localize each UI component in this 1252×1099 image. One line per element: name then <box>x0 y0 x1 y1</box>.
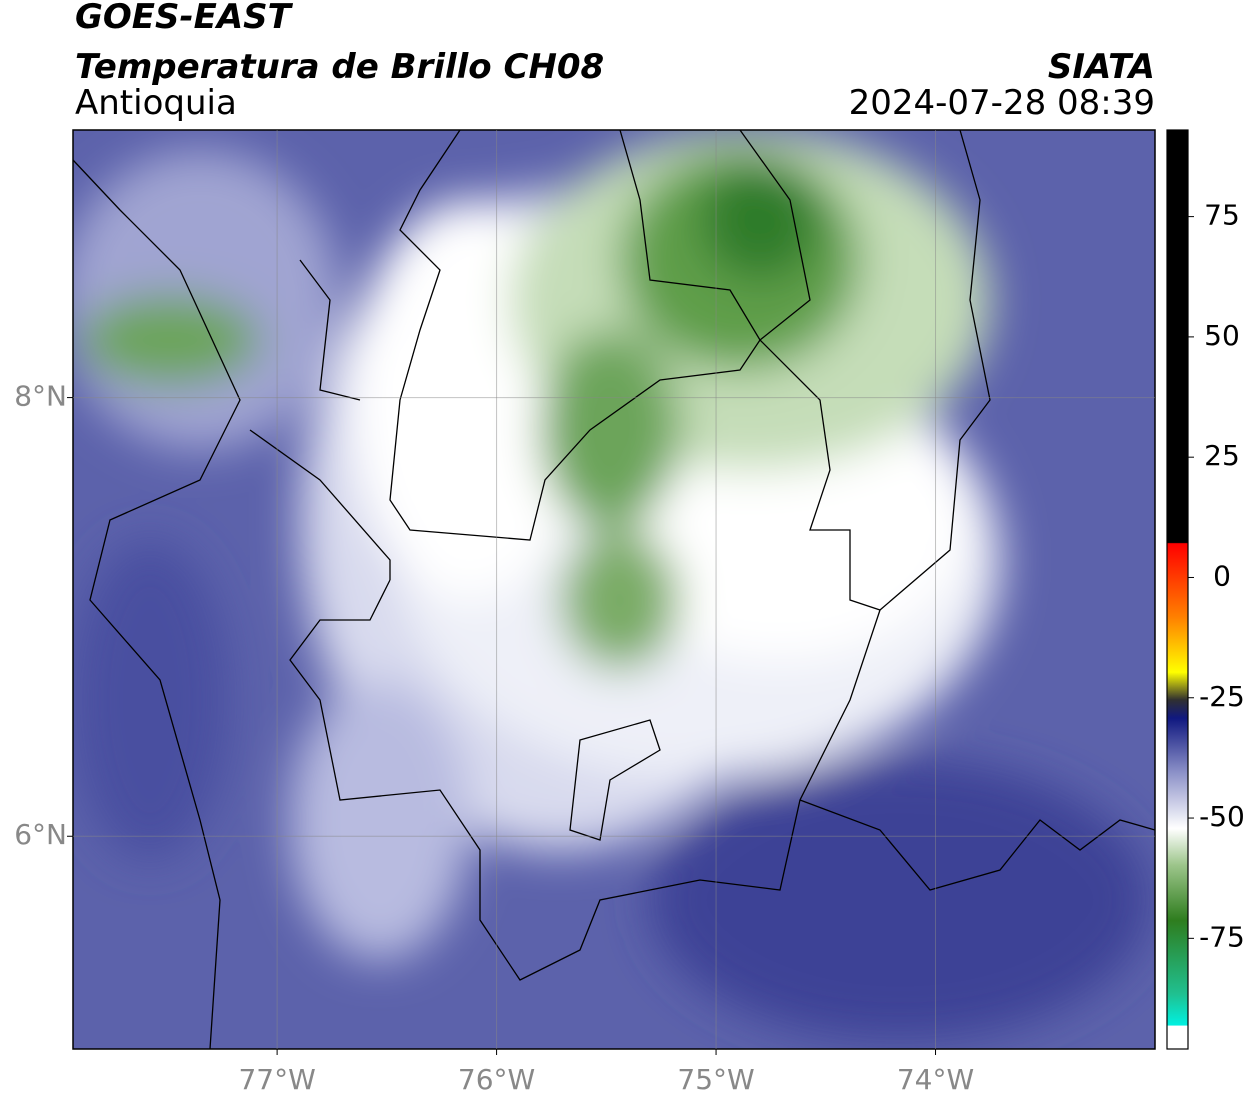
source: SIATA <box>1048 47 1155 87</box>
y-tick-label: 8°N <box>14 380 67 413</box>
title: GOES-EAST <box>75 0 294 37</box>
y-tick-label: 6°N <box>14 818 67 851</box>
map-frame <box>72 129 1156 1050</box>
region: Antioquia <box>75 83 237 123</box>
colorbar <box>1166 129 1189 1050</box>
subtitle: Temperatura de Brillo CH08 <box>75 47 604 87</box>
colorbar-tick-label: -75 <box>1199 920 1245 953</box>
colorbar-tick-label: 50 <box>1204 319 1240 352</box>
datetime: 2024-07-28 08:39 <box>849 83 1155 123</box>
x-tick-label: 74°W <box>897 1063 974 1096</box>
colorbar-tick-label: 25 <box>1204 439 1240 472</box>
colorbar-tick-label: -25 <box>1199 680 1245 713</box>
x-tick-label: 75°W <box>677 1063 754 1096</box>
borders <box>73 130 1155 1049</box>
colorbar-tick-label: 0 <box>1213 559 1231 592</box>
x-tick-label: 76°W <box>458 1063 535 1096</box>
header: GOES-EAST Temperatura de Brillo CH08 Ant… <box>75 0 1155 123</box>
x-tick-label: 77°W <box>238 1063 315 1096</box>
colorbar-tick-label: -50 <box>1199 800 1245 833</box>
colorbar-tick-label: 75 <box>1204 199 1240 232</box>
satellite-image <box>73 130 1155 1049</box>
